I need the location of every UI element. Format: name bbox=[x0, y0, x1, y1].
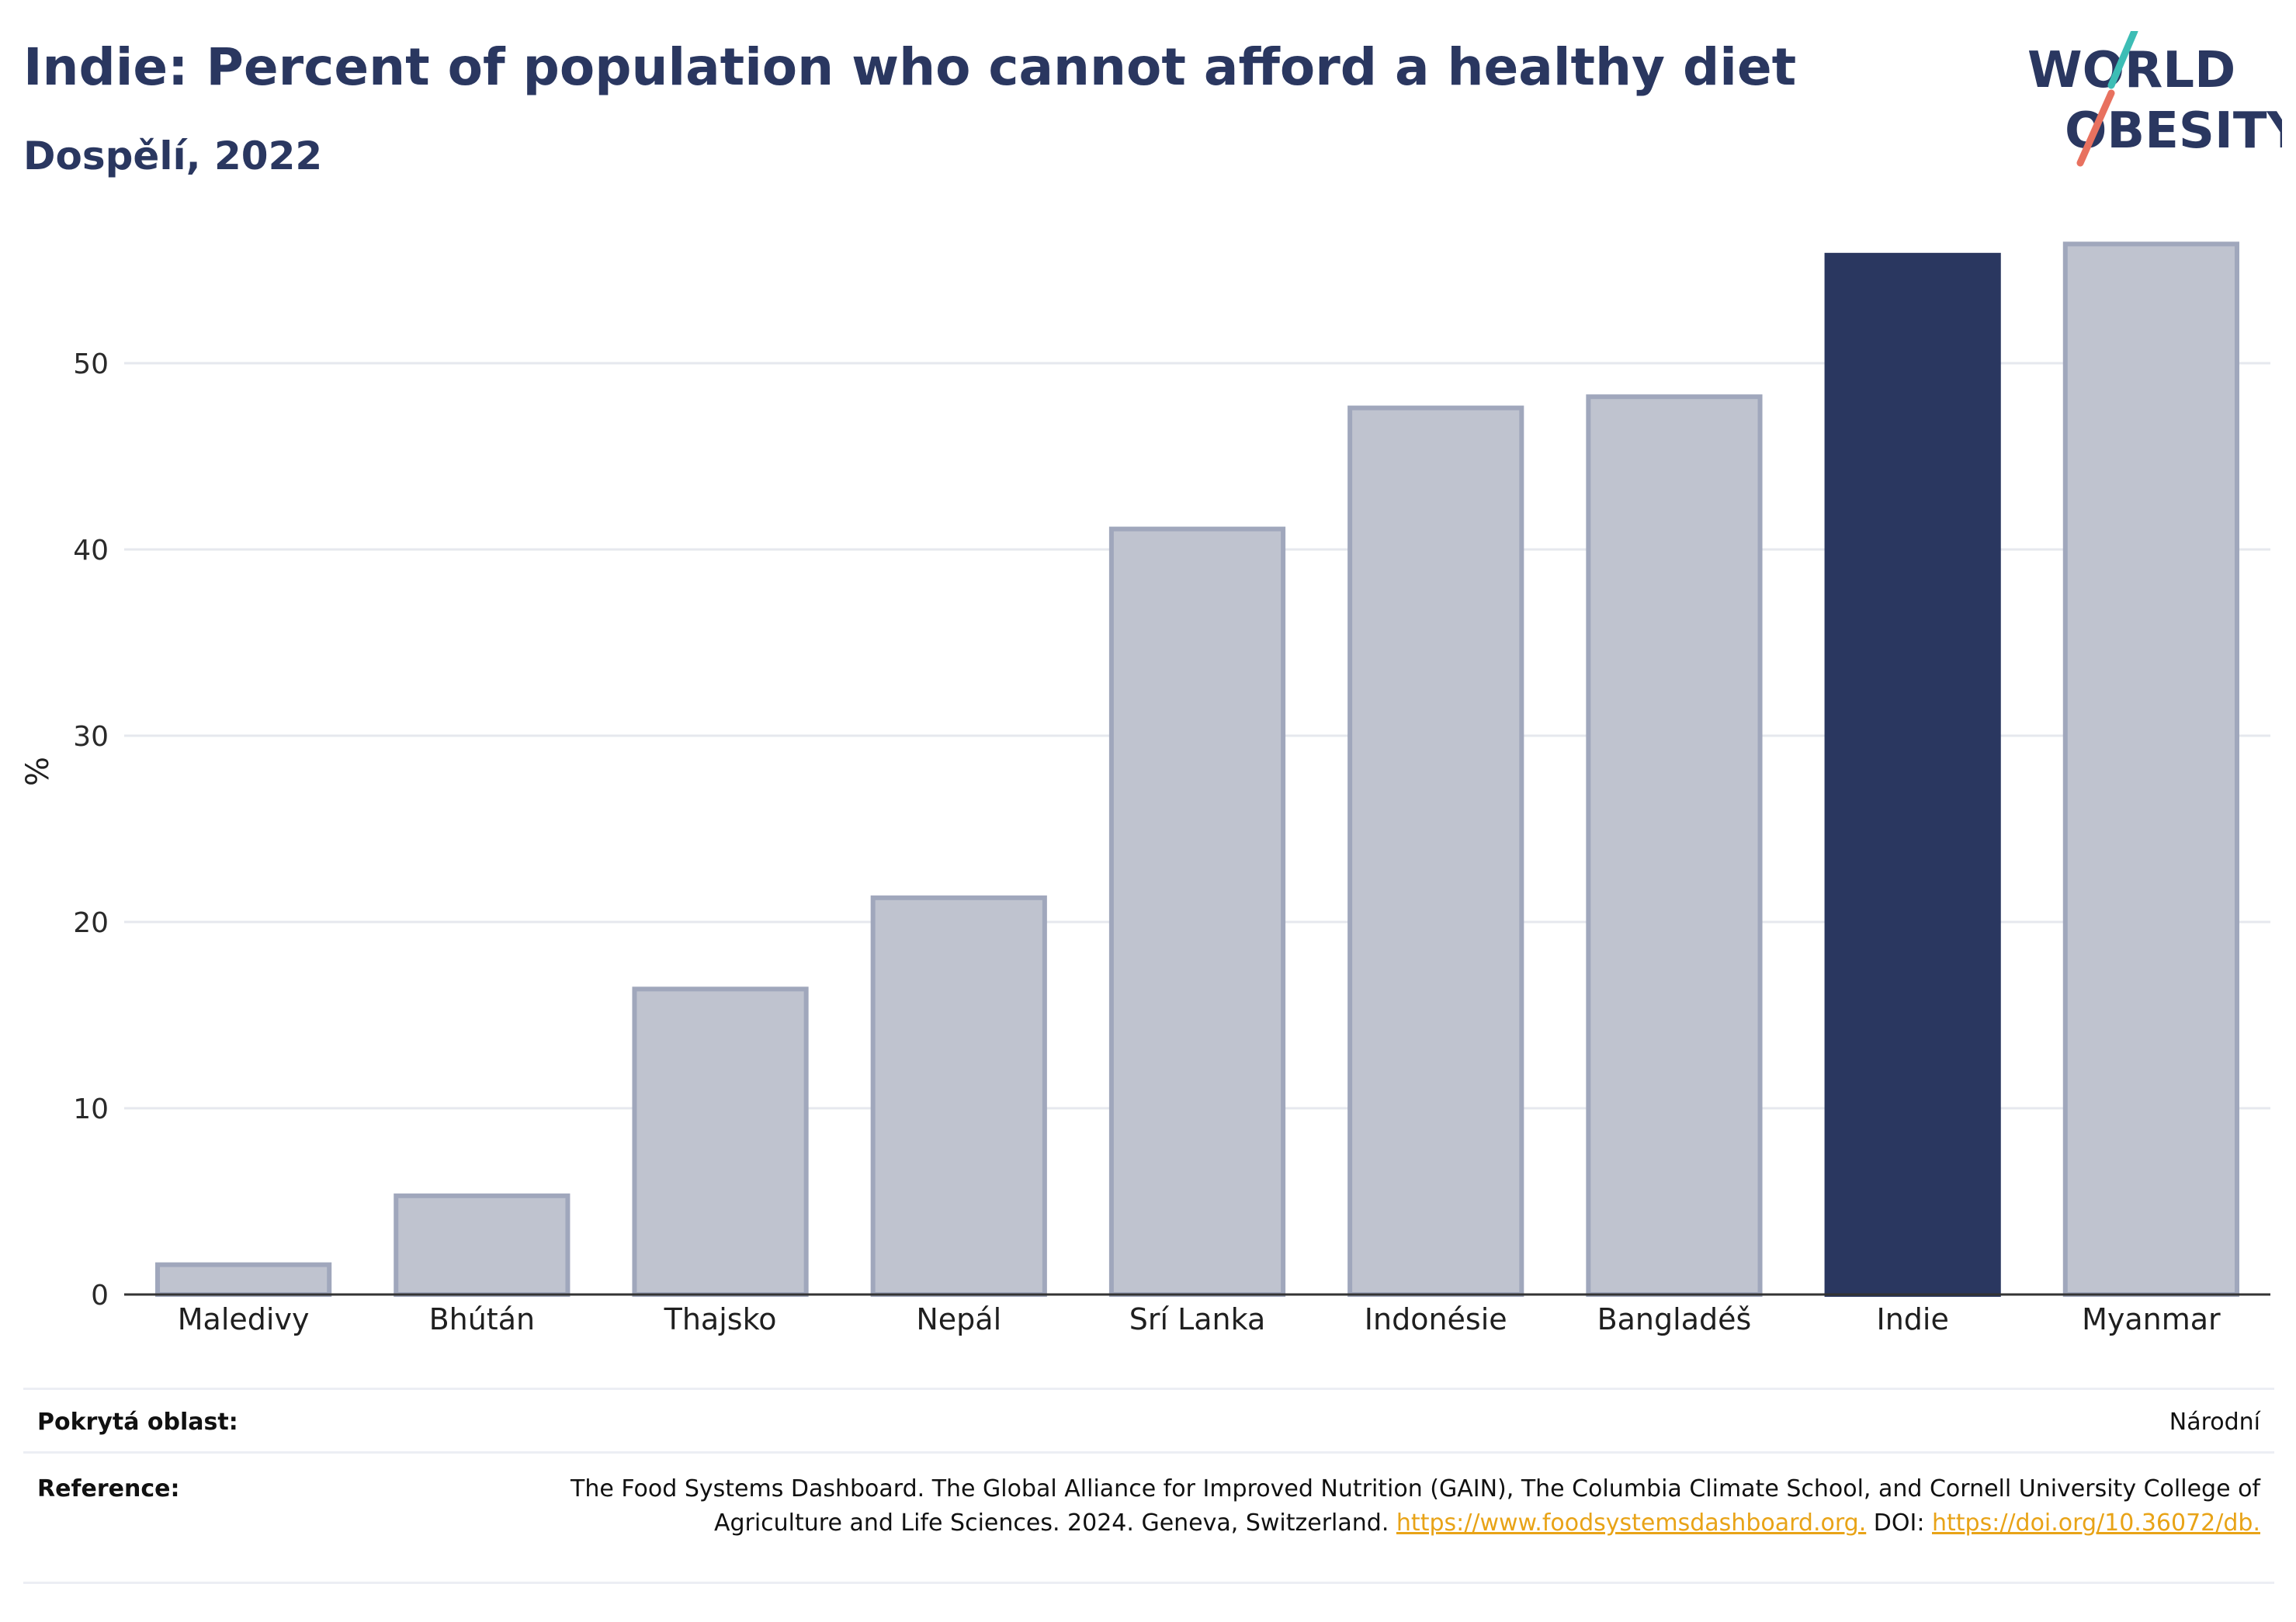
y-tick-label: 20 bbox=[73, 907, 109, 939]
reference-link-doi[interactable]: https://doi.org/10.36072/db. bbox=[1932, 1509, 2260, 1537]
bar-chart: 0 10 20 30 40 50 Maledivy Bhútán Thajsko Nepál Srí… bbox=[20, 241, 2270, 1336]
bar-indie[interactable] bbox=[1824, 252, 2001, 1297]
y-tick-label: 0 bbox=[91, 1280, 109, 1312]
coverage-value: Národní bbox=[2169, 1409, 2260, 1436]
bars bbox=[155, 241, 2239, 1298]
reference-label: Reference: bbox=[37, 1475, 180, 1502]
x-tick-label: Indonésie bbox=[1365, 1302, 1507, 1336]
tick-labels: 0 10 20 30 40 50 Maledivy Bhútán Thajsko Nepál Srí… bbox=[73, 348, 2221, 1336]
bar-myanmar[interactable] bbox=[2062, 241, 2239, 1297]
x-tick-label: Thajsko bbox=[664, 1302, 777, 1336]
coverage-row: Pokrytá oblast: Národní bbox=[23, 1388, 2274, 1452]
y-tick-label: 10 bbox=[73, 1093, 109, 1125]
bar-nepál[interactable] bbox=[870, 895, 1047, 1298]
y-tick-label: 50 bbox=[73, 348, 109, 380]
x-tick-label: Myanmar bbox=[2082, 1302, 2221, 1336]
x-tick-label: Maledivy bbox=[178, 1302, 310, 1336]
reference-doi-label: DOI: bbox=[1873, 1509, 1925, 1537]
reference-link-dashboard[interactable]: https://www.foodsystemsdashboard.org. bbox=[1396, 1509, 1867, 1537]
reference-body: The Food Systems Dashboard. The Global A… bbox=[571, 1475, 2260, 1537]
chart-title: Indie: Percent of population who cannot … bbox=[23, 37, 1797, 97]
x-tick-label: Srí Lanka bbox=[1129, 1302, 1266, 1336]
coverage-label: Pokrytá oblast: bbox=[37, 1409, 238, 1436]
x-tick-label: Nepál bbox=[916, 1302, 1001, 1336]
bar-bangladéš[interactable] bbox=[1586, 394, 1763, 1298]
x-tick-label: Bhútán bbox=[429, 1302, 536, 1336]
reference-row: Reference: The Food Systems Dashboard. T… bbox=[23, 1451, 2274, 1584]
x-tick-label: Bangladéš bbox=[1597, 1302, 1752, 1336]
bar-indonésie[interactable] bbox=[1347, 405, 1524, 1297]
y-tick-label: 30 bbox=[73, 721, 109, 753]
bar-maledivy[interactable] bbox=[155, 1262, 332, 1297]
x-tick-label: Indie bbox=[1876, 1302, 1948, 1336]
world-obesity-logo: WORLD OBESITY bbox=[2027, 31, 2282, 167]
y-tick-label: 40 bbox=[73, 535, 109, 567]
bar-srí-lanka[interactable] bbox=[1108, 526, 1286, 1297]
bar-thajsko[interactable] bbox=[632, 986, 809, 1298]
logo-slash-bottom-icon bbox=[2076, 89, 2115, 167]
logo-slash-top-icon bbox=[2107, 31, 2138, 89]
logo-line-1: WORLD bbox=[2027, 42, 2235, 99]
reference-text: The Food Systems Dashboard. The Global A… bbox=[568, 1472, 2260, 1541]
chart-subtitle: Dospělí, 2022 bbox=[23, 133, 323, 178]
y-axis-title: % bbox=[20, 757, 56, 786]
bar-bhútán[interactable] bbox=[394, 1193, 571, 1298]
